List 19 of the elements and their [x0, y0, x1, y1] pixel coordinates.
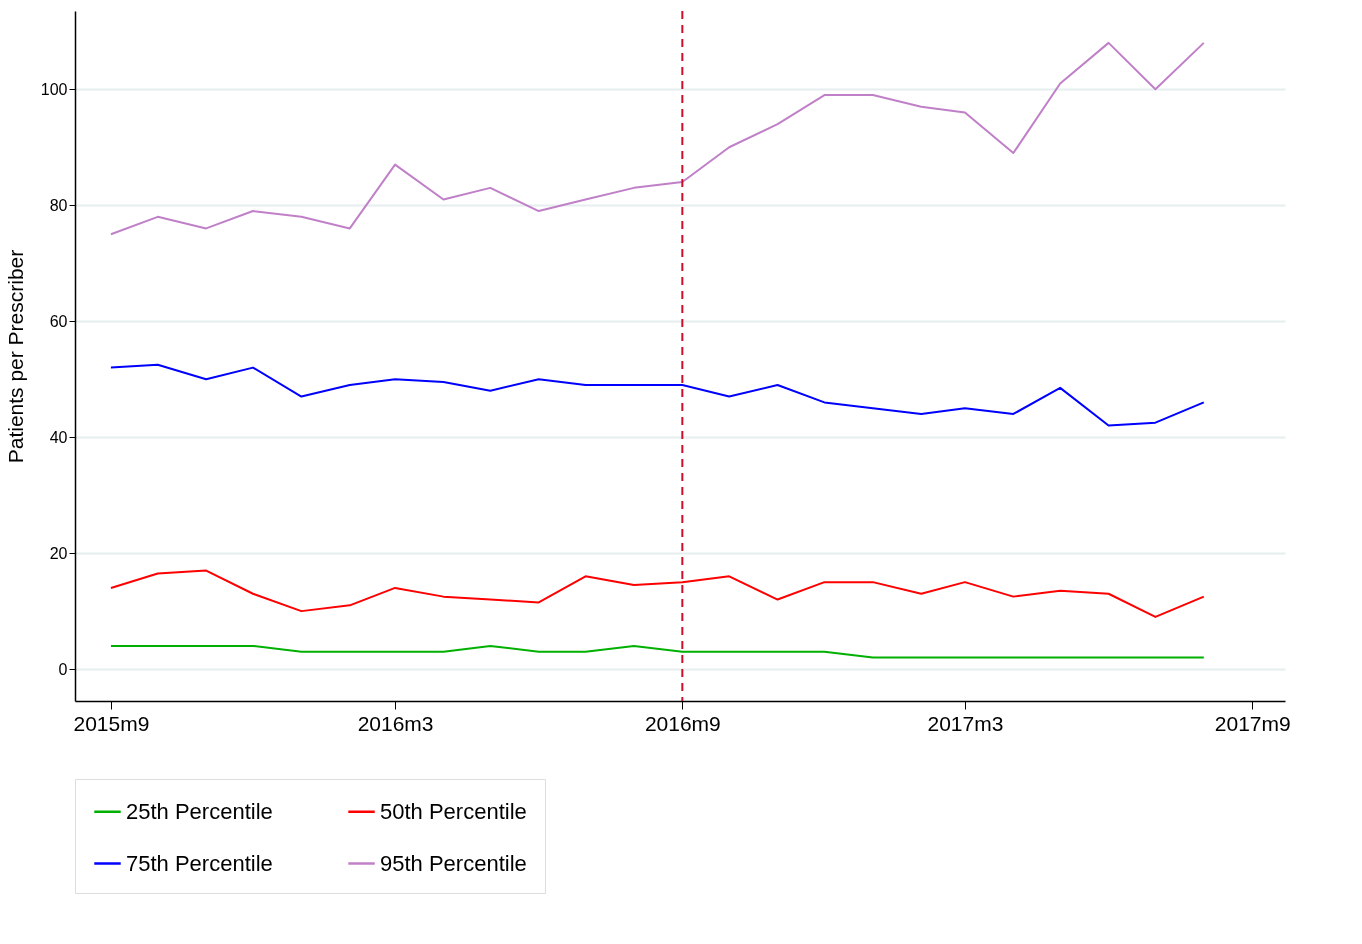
y-tick-label: 100 [40, 80, 68, 98]
line-series [109, 363, 1205, 427]
legend-label: 50th Percentile [380, 798, 527, 824]
x-tick-label: 2017m9 [1214, 711, 1291, 735]
legend-label: 25th Percentile [126, 798, 273, 824]
line-series [109, 41, 1205, 236]
y-tick-label: 60 [49, 312, 68, 330]
x-tick-label: 2016m3 [357, 711, 434, 735]
legend-label: 75th Percentile [126, 850, 273, 876]
y-tick-label: 0 [58, 660, 68, 678]
y-tick-label: 20 [49, 544, 68, 562]
x-tick-label: 2015m9 [73, 711, 150, 735]
x-tick-label: 2017m3 [927, 711, 1004, 735]
legend-label: 95th Percentile [380, 850, 527, 876]
y-axis-title: Patients per Prescriber [3, 249, 27, 464]
line-series [109, 569, 1205, 618]
y-tick-label: 40 [49, 428, 68, 446]
y-tick-label: 80 [49, 196, 68, 214]
x-tick-label: 2016m9 [644, 711, 721, 735]
